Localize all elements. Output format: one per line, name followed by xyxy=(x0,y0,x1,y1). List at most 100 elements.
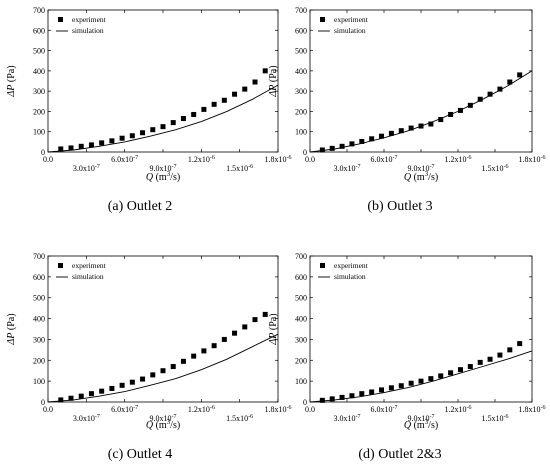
experiment-point xyxy=(78,393,84,399)
experiment-point xyxy=(160,368,166,374)
experiment-point xyxy=(191,111,197,117)
y-axis-label: ΔP (Pa) xyxy=(268,313,279,345)
x-tick-label: 1.8x10-6 xyxy=(265,155,292,164)
y-tick-label: 500 xyxy=(295,47,307,56)
experiment-point xyxy=(517,72,523,78)
experiment-point xyxy=(109,385,115,391)
experiment-point xyxy=(408,125,414,131)
experiment-point xyxy=(477,359,483,365)
experiment-point xyxy=(339,394,345,400)
y-tick-label: 400 xyxy=(33,315,45,324)
y-tick-label: 700 xyxy=(295,6,307,15)
experiment-point xyxy=(369,389,375,395)
x-tick-label: 1.8x10-6 xyxy=(265,405,292,414)
experiment-point xyxy=(517,341,523,347)
experiment-point xyxy=(388,130,394,136)
experiment-point xyxy=(170,364,176,370)
caption-c: (c) Outlet 4 xyxy=(108,447,173,462)
x-tick-label: 0.0 xyxy=(305,405,315,414)
experiment-point xyxy=(398,383,404,389)
y-tick-label: 700 xyxy=(33,6,45,15)
experiment-point xyxy=(329,145,335,151)
experiment-point xyxy=(388,385,394,391)
experiment-point xyxy=(448,370,454,376)
experiment-point xyxy=(339,143,345,149)
experiment-point xyxy=(369,136,375,142)
x-tick-label: 9.0x10-7 xyxy=(150,164,177,173)
simulation-line xyxy=(47,333,279,403)
legend-label-simulation: simulation xyxy=(334,26,366,35)
experiment-point xyxy=(262,311,268,317)
x-tick-label: 3.0x10-7 xyxy=(334,164,361,173)
experiment-point xyxy=(68,145,74,151)
experiment-point xyxy=(428,121,434,127)
caption-a: (a) Outlet 2 xyxy=(108,199,173,214)
experiment-point xyxy=(252,79,258,85)
experiment-point xyxy=(319,147,325,153)
x-tick-label: 3.0x10-7 xyxy=(73,414,100,423)
experiment-point xyxy=(349,393,355,399)
y-tick-label: 500 xyxy=(33,47,45,56)
y-tick-label: 500 xyxy=(33,294,45,303)
experiment-point xyxy=(180,116,186,122)
experiment-point xyxy=(467,364,473,370)
x-tick-label: 0.0 xyxy=(43,405,53,414)
experiment-point xyxy=(68,395,74,401)
experiment-point xyxy=(497,352,503,358)
legend-label-simulation: simulation xyxy=(72,26,104,35)
experiment-point xyxy=(221,97,227,103)
simulation-line xyxy=(47,84,279,153)
legend-label-experiment: experiment xyxy=(72,15,107,24)
x-tick-label: 1.5x10-6 xyxy=(226,164,253,173)
y-tick-label: 200 xyxy=(295,107,307,116)
experiment-point xyxy=(129,133,135,139)
y-tick-label: 0 xyxy=(41,148,45,157)
y-tick-label: 0 xyxy=(41,398,45,407)
experiment-point xyxy=(99,388,105,394)
y-tick-label: 700 xyxy=(295,252,307,261)
experiment-point xyxy=(242,324,248,330)
caption-b: (b) Outlet 3 xyxy=(367,199,432,214)
experiment-point xyxy=(438,373,444,379)
panel-b: 0 100 200 300 400 500 600 700 0.0 3.0x10-7 6.0x10-… xyxy=(268,6,546,183)
experiment-point xyxy=(58,397,64,403)
experiment-point xyxy=(507,347,513,353)
y-tick-label: 500 xyxy=(295,294,307,303)
experiment-point xyxy=(221,336,227,342)
experiment-point xyxy=(398,128,404,134)
experiment-point xyxy=(201,348,207,354)
experiment-point xyxy=(129,379,135,385)
experiment-point xyxy=(109,138,115,144)
experiment-point xyxy=(78,143,84,149)
x-tick-label: 6.0x10-7 xyxy=(111,405,138,414)
y-tick-label: 700 xyxy=(33,252,45,261)
x-tick-label: 6.0x10-7 xyxy=(371,155,398,164)
y-axis-label: ΔP (Pa) xyxy=(6,313,17,345)
experiment-point xyxy=(497,86,503,92)
simulation-line xyxy=(309,350,533,403)
experiment-point xyxy=(232,91,238,97)
panel-c: 0 100 200 300 400 500 600 700 0.0 3.0x10-7 6.0x10-… xyxy=(6,252,292,431)
y-tick-label: 200 xyxy=(33,356,45,365)
y-tick-label: 200 xyxy=(295,356,307,365)
y-tick-label: 400 xyxy=(295,315,307,324)
panel-a: 0 100 200 300 400 500 600 700 0.0 3.0x10-7 6.0x10-… xyxy=(6,6,292,183)
y-axis-label: ΔP (Pa) xyxy=(268,65,279,97)
y-tick-label: 0 xyxy=(303,148,307,157)
x-tick-label: 1.5x10-6 xyxy=(226,414,253,423)
experiment-point xyxy=(99,140,105,146)
experiment-point xyxy=(140,376,146,382)
y-tick-label: 300 xyxy=(295,87,307,96)
y-axis-label: ΔP (Pa) xyxy=(6,65,17,97)
legend-label-experiment: experiment xyxy=(334,15,369,24)
experiment-point xyxy=(438,117,444,123)
legend-label-experiment: experiment xyxy=(334,261,369,270)
experiment-point xyxy=(379,133,385,139)
y-tick-label: 600 xyxy=(33,26,45,35)
y-tick-label: 600 xyxy=(33,273,45,282)
y-tick-label: 100 xyxy=(33,128,45,137)
legend-label-simulation: simulation xyxy=(72,272,104,281)
x-tick-label: 1.2x10-6 xyxy=(188,155,215,164)
x-tick-label: 9.0x10-7 xyxy=(150,414,177,423)
experiment-point xyxy=(88,391,94,397)
